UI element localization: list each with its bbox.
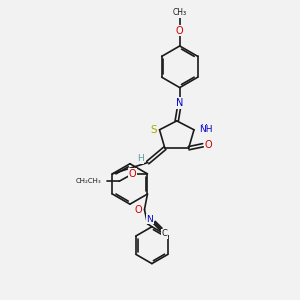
Text: O: O (129, 169, 136, 179)
Text: N: N (176, 98, 183, 108)
Text: CH₃: CH₃ (173, 8, 187, 17)
Text: C: C (162, 229, 167, 238)
Text: O: O (176, 26, 184, 35)
Text: N: N (146, 215, 153, 224)
Text: H: H (137, 154, 144, 164)
Text: S: S (150, 125, 157, 135)
Text: O: O (204, 140, 212, 150)
Text: NH: NH (199, 125, 213, 134)
Text: CH₂CH₃: CH₂CH₃ (76, 178, 101, 184)
Text: O: O (134, 205, 142, 214)
Text: H: H (200, 124, 207, 133)
